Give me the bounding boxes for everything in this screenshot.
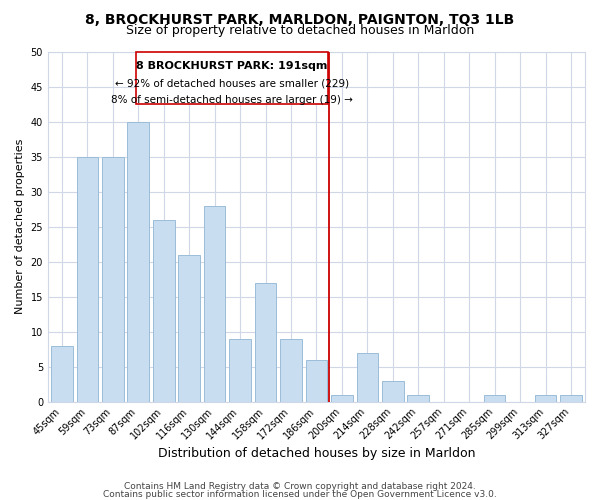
Text: 8, BROCKHURST PARK, MARLDON, PAIGNTON, TQ3 1LB: 8, BROCKHURST PARK, MARLDON, PAIGNTON, T… (85, 12, 515, 26)
Bar (102, 156, 124, 402)
Bar (178, 254, 200, 402)
Bar (331, 394, 353, 402)
Bar (280, 338, 302, 402)
Bar (153, 220, 175, 402)
Bar (356, 352, 378, 402)
Bar (407, 394, 429, 402)
Bar (305, 360, 327, 402)
Bar (77, 156, 98, 402)
Text: Size of property relative to detached houses in Marldon: Size of property relative to detached ho… (126, 24, 474, 37)
Bar (229, 338, 251, 402)
FancyBboxPatch shape (136, 52, 328, 104)
Bar (484, 394, 505, 402)
Bar (51, 346, 73, 402)
Text: Contains HM Land Registry data © Crown copyright and database right 2024.: Contains HM Land Registry data © Crown c… (124, 482, 476, 491)
Bar (382, 380, 404, 402)
Bar (255, 282, 277, 402)
Text: 8 BROCKHURST PARK: 191sqm: 8 BROCKHURST PARK: 191sqm (136, 60, 328, 70)
Bar (127, 122, 149, 402)
Bar (204, 206, 226, 402)
Bar (560, 394, 582, 402)
X-axis label: Distribution of detached houses by size in Marldon: Distribution of detached houses by size … (158, 447, 475, 460)
Bar (535, 394, 556, 402)
Text: 8% of semi-detached houses are larger (19) →: 8% of semi-detached houses are larger (1… (111, 95, 353, 105)
Text: ← 92% of detached houses are smaller (229): ← 92% of detached houses are smaller (22… (115, 78, 349, 88)
Y-axis label: Number of detached properties: Number of detached properties (15, 139, 25, 314)
Text: Contains public sector information licensed under the Open Government Licence v3: Contains public sector information licen… (103, 490, 497, 499)
